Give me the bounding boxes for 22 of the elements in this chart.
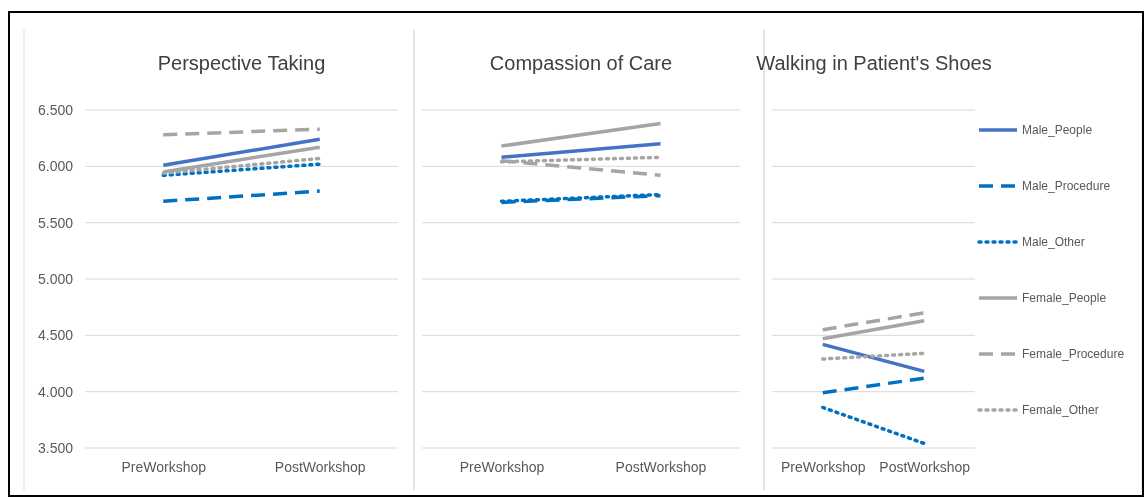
y-tick-label: 4.500	[37, 327, 74, 344]
x-tick-label: PreWorkshop	[121, 458, 207, 475]
y-tick-label: 6.000	[37, 158, 74, 175]
y-tick-label: 4.000	[37, 383, 74, 400]
y-tick-label: 5.000	[37, 270, 74, 287]
chart-title: Perspective Taking	[157, 52, 326, 74]
legend-label: Male_Other	[1022, 235, 1085, 249]
legend-label: Male_People	[1022, 123, 1093, 137]
y-tick-label: 5.500	[37, 214, 74, 231]
y-tick-label: 6.500	[37, 101, 74, 118]
legend-label: Female_Other	[1022, 403, 1099, 417]
legend-label: Female_Procedure	[1022, 347, 1125, 361]
x-tick-label: PostWorkshop	[615, 458, 707, 475]
x-tick-label: PreWorkshop	[780, 458, 866, 475]
x-tick-label: PostWorkshop	[879, 458, 971, 475]
legend-label: Female_People	[1022, 291, 1107, 305]
x-tick-label: PreWorkshop	[459, 458, 545, 475]
chart-title: Compassion of Care	[489, 52, 673, 74]
y-tick-label: 3.500	[37, 439, 74, 456]
x-tick-label: PostWorkshop	[274, 458, 366, 475]
legend-label: Male_Procedure	[1022, 179, 1111, 193]
chart-title: Walking in Patient's Shoes	[756, 52, 992, 74]
